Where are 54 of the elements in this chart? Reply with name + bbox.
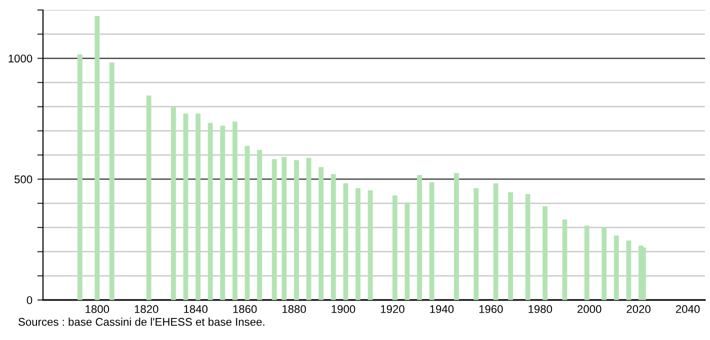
- bar: [641, 248, 646, 300]
- x-tick-label: 1840: [184, 305, 208, 314]
- bar: [493, 183, 498, 300]
- bar: [429, 182, 434, 300]
- x-tick-label: 1940: [430, 305, 454, 314]
- bar: [356, 188, 360, 300]
- x-tick-label: 1800: [86, 305, 110, 314]
- bar: [146, 96, 152, 300]
- x-tick-label: 1860: [233, 305, 257, 314]
- bar: [368, 190, 373, 300]
- bar: [584, 226, 590, 300]
- bar: [170, 106, 176, 300]
- bar: [404, 202, 410, 300]
- bar: [417, 175, 422, 300]
- x-tick-label: 1880: [282, 305, 306, 314]
- bar: [525, 194, 530, 300]
- bar: [306, 158, 312, 300]
- bar: [474, 188, 479, 300]
- x-tick-label: 2000: [578, 305, 602, 314]
- y-tick-label: 0: [26, 296, 32, 304]
- bar: [282, 156, 287, 300]
- bar: [454, 173, 459, 300]
- bar: [614, 235, 619, 300]
- bar: [272, 159, 277, 300]
- bar: [94, 16, 100, 300]
- bar: [542, 206, 548, 300]
- x-tick-label: 1900: [332, 305, 356, 314]
- bar: [392, 195, 398, 300]
- x-tick-label: 2040: [676, 305, 700, 314]
- bar: [602, 228, 607, 300]
- bar: [220, 126, 226, 300]
- bar: [508, 192, 514, 300]
- bar: [77, 54, 82, 300]
- bar: [109, 62, 114, 300]
- bar: [232, 122, 238, 300]
- source-note: Sources : base Cassini de l'EHESS et base Insee.: [18, 318, 264, 326]
- bar: [626, 240, 632, 300]
- bar: [257, 150, 262, 300]
- bar: [208, 122, 213, 300]
- bar: [183, 114, 188, 300]
- y-tick-label: 500: [14, 175, 32, 184]
- bar: [244, 146, 250, 300]
- x-tick-label: 1920: [380, 305, 404, 314]
- x-tick-label: 1820: [134, 305, 158, 314]
- bar: [562, 220, 568, 300]
- bar: [318, 167, 324, 300]
- x-tick-label: 1980: [528, 305, 552, 314]
- y-tick-label: 1000: [8, 54, 32, 62]
- bar: [330, 174, 336, 300]
- bar: [196, 114, 200, 300]
- bar: [343, 183, 348, 300]
- x-tick-label: 2020: [626, 305, 650, 314]
- bar: [294, 160, 299, 300]
- x-tick-label: 1960: [479, 305, 503, 314]
